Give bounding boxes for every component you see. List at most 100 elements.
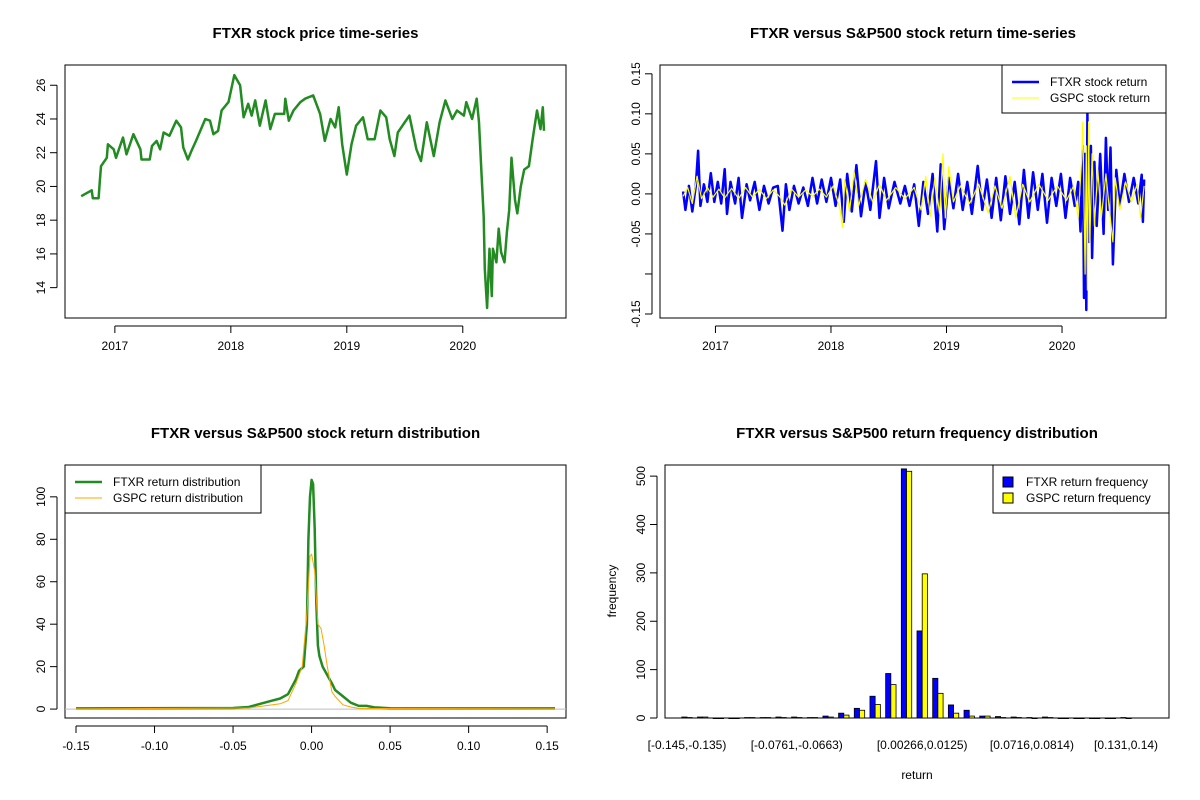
legend-swatch [1002, 492, 1014, 504]
x-tick-label: -0.15 [62, 739, 90, 753]
y-tick-label: 0.15 [629, 62, 643, 86]
ftxr-frequency-bar [806, 717, 813, 719]
chart-title: FTXR versus S&P500 stock return time-ser… [750, 25, 1076, 42]
gspc-frequency-bar [1031, 717, 1038, 720]
gspc-frequency-bar [796, 717, 803, 719]
y-tick-label: 16 [34, 247, 48, 261]
chart-title: FTXR stock price time-series [213, 25, 419, 42]
gspc-frequency-bar [827, 716, 834, 719]
ftxr-frequency-bar [712, 717, 719, 720]
gspc-frequency-bar [953, 712, 960, 719]
x-tick-label: 0.05 [378, 739, 402, 753]
x-tick-label: [0.00266,0.0125) [877, 738, 968, 752]
y-tick-label: -0.05 [629, 220, 643, 248]
gspc-frequency-bar [921, 573, 928, 719]
gspc-frequency-bar [906, 470, 913, 719]
legend-box [1001, 64, 1167, 114]
y-axis: 0 20 40 60 80 100 [34, 487, 58, 712]
ftxr-frequency-bar [1057, 717, 1064, 720]
x-tick-label: 2017 [102, 339, 129, 353]
x-tick-label: -0.10 [141, 739, 169, 753]
legend-label: FTXR return frequency [1026, 475, 1148, 489]
gspc-frequency-bar [890, 684, 897, 719]
gspc-frequency-bar [984, 715, 991, 719]
gspc-frequency-bar [1109, 717, 1116, 720]
x-tick-label: [0.0716,0.0814) [990, 738, 1074, 752]
gspc-frequency-bar [812, 717, 819, 719]
ftxr-frequency-bar [681, 716, 688, 719]
ftxr-frequency-bar [822, 715, 829, 719]
y-axis: 0 100 200 300 400 500 [634, 466, 658, 721]
ftxr-frequency-bar [900, 468, 907, 719]
price-line [80, 73, 546, 310]
y-axis-label: frequency [605, 565, 619, 618]
gspc-frequency-bar [717, 717, 724, 720]
x-axis-label: return [901, 768, 932, 782]
y-axis: -0.15 -0.05 0.00 0.05 0.10 0.15 [629, 62, 653, 328]
return-timeseries-chart: FTXR versus S&P500 stock return time-ser… [629, 25, 1167, 353]
x-tick-label: 2017 [702, 339, 729, 353]
y-tick-label: 0.10 [629, 102, 643, 126]
frequency-histogram-chart: FTXR versus S&P500 return frequency dist… [605, 425, 1170, 782]
ftxr-frequency-bar [791, 716, 798, 719]
gspc-frequency-bar [1125, 717, 1132, 720]
price-chart: FTXR stock price time-series 14 16 18 20 22 24… [34, 25, 567, 353]
ftxr-frequency-bar [728, 717, 735, 720]
ftxr-frequency-bar [697, 716, 704, 719]
y-tick-label: 100 [34, 487, 48, 507]
ftxr-frequency-bar [1120, 717, 1127, 719]
gspc-frequency-bar [780, 717, 787, 719]
gspc-frequency-bar [686, 717, 693, 719]
x-tick-label: 2019 [933, 339, 960, 353]
ftxr-frequency-bar [1010, 716, 1017, 719]
x-tick-label: 0.10 [457, 739, 481, 753]
ftxr-frequency-bar [869, 695, 876, 719]
y-tick-label: 60 [34, 575, 48, 589]
legend-label: FTXR stock return [1050, 75, 1147, 89]
legend: FTXR return frequency GSPC return frequen… [992, 464, 1170, 514]
x-tick-label: 0.00 [300, 739, 324, 753]
y-tick-label: 40 [34, 617, 48, 631]
gspc-frequency-bar [1047, 717, 1054, 719]
legend-label: GSPC return frequency [1026, 491, 1151, 505]
y-tick-label: 18 [34, 213, 48, 227]
y-tick-label: 14 [34, 281, 48, 295]
ftxr-frequency-bar [744, 717, 751, 719]
y-axis: 14 16 18 20 22 24 26 [34, 78, 58, 295]
y-tick-label: 500 [634, 466, 648, 486]
y-tick-label: 0.00 [629, 182, 643, 206]
y-tick-label: 22 [34, 146, 48, 160]
y-tick-label: 20 [34, 179, 48, 193]
gspc-frequency-bar [968, 715, 975, 719]
gspc-frequency-bar [1062, 717, 1069, 720]
ftxr-frequency-bar [838, 712, 845, 719]
ftxr-frequency-bar [1104, 717, 1111, 720]
plot-frame [64, 464, 567, 719]
ftxr-frequency-bar [947, 704, 954, 719]
x-tick-label: 2020 [449, 339, 476, 353]
x-axis: 2017 2018 2019 2020 [702, 325, 1076, 353]
legend-item: GSPC return distribution [75, 491, 243, 505]
legend: FTXR stock return GSPC stock return [1001, 64, 1167, 114]
y-tick-label: 200 [634, 611, 648, 631]
x-tick-label: 2020 [1049, 339, 1076, 353]
ftxr-frequency-bar [1026, 717, 1033, 719]
gspc-frequency-bar [1094, 717, 1101, 720]
y-tick-label: 300 [634, 563, 648, 583]
x-tick-label: 2018 [217, 339, 244, 353]
x-tick-label: [0.131,0.14) [1094, 738, 1158, 752]
gspc-frequency-bar [859, 709, 866, 719]
chart-title: FTXR versus S&P500 return frequency dist… [736, 425, 1098, 442]
ftxr-frequency-bar [885, 673, 892, 719]
legend-swatch [1002, 476, 1014, 488]
gspc-frequency-bar [843, 714, 850, 719]
y-tick-label: 0 [34, 705, 48, 712]
legend-box [64, 464, 262, 514]
ftxr-frequency-bar [979, 715, 986, 719]
legend-label: FTXR return distribution [113, 475, 240, 489]
gspc-frequency-bar [749, 717, 756, 719]
ftxr-frequency-bar [775, 716, 782, 719]
x-axis: -0.15 -0.10 -0.05 0.00 0.05 0.10 0.15 [62, 725, 559, 753]
legend-item: GSPC stock return [1012, 91, 1150, 105]
